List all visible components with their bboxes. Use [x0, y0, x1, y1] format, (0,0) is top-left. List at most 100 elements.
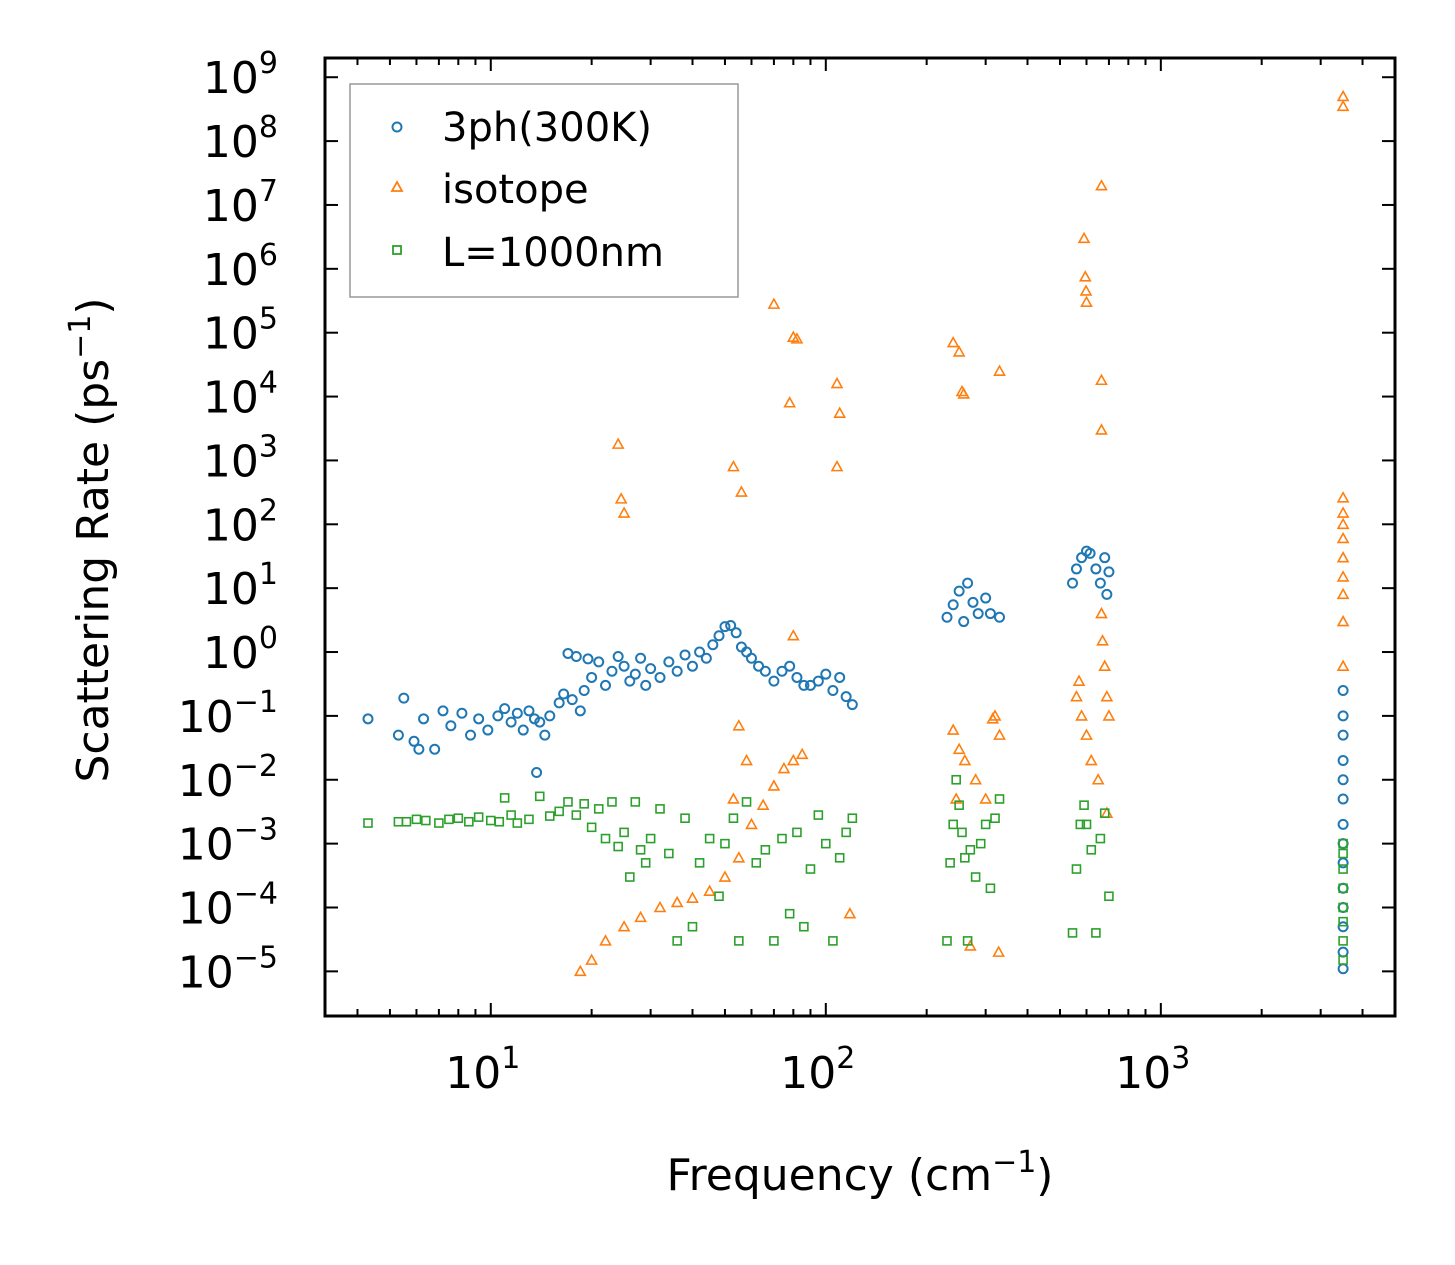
scatter-point-3ph	[473, 713, 485, 725]
y-tick-label-base: 10	[178, 947, 234, 998]
scatter-point-l1000nm	[1067, 928, 1078, 938]
scatter-point-l1000nm	[434, 818, 444, 828]
scatter-point-3ph	[574, 705, 586, 717]
scatter-point-isotope	[1095, 373, 1108, 386]
scatter-point-isotope	[767, 779, 781, 791]
scatter-point-l1000nm	[834, 852, 845, 863]
scatter-point-isotope	[1336, 570, 1350, 582]
y-axis-title-text: Scattering Rate	[68, 441, 119, 783]
scatter-point-3ph	[523, 705, 535, 717]
y-tick-label-base: 10	[178, 756, 234, 807]
scatter-point-3ph	[941, 611, 953, 623]
scatter-point-3ph	[827, 684, 839, 696]
y-tick-label-exponent: 9	[259, 46, 278, 81]
scatter-point-isotope	[653, 900, 667, 913]
y-tick-label-exponent: 3	[259, 429, 278, 464]
scatter-point-l1000nm	[841, 827, 851, 838]
y-tick-label: 107	[203, 174, 278, 232]
x-tick-label: 103	[1115, 1041, 1190, 1099]
scatter-point-l1000nm	[942, 936, 952, 946]
scatter-point-isotope	[1095, 423, 1108, 435]
scatter-point-l1000nm	[975, 838, 986, 849]
scatter-point-3ph	[505, 716, 517, 728]
y-axis-unit-close: )	[68, 297, 119, 314]
legend-label-isotope: isotope	[442, 167, 589, 213]
scatter-point-isotope	[1336, 659, 1350, 671]
y-tick-label-exponent: 1	[259, 557, 278, 592]
scatter-point-3ph	[753, 660, 765, 672]
scatter-point-3ph	[958, 616, 970, 628]
scatter-point-3ph	[1084, 547, 1096, 559]
scatter-point-l1000nm	[544, 811, 555, 821]
scatter-point-isotope	[957, 387, 971, 399]
scatter-point-3ph	[671, 665, 683, 677]
scatter-point-isotope	[969, 773, 982, 785]
x-tick-label-exponent: 2	[836, 1041, 855, 1076]
scatter-point-3ph	[582, 653, 594, 665]
scatter-point-3ph	[517, 724, 529, 736]
y-tick-label-exponent: −4	[234, 876, 278, 911]
scatter-point-3ph	[511, 707, 523, 719]
scatter-point-3ph	[776, 665, 788, 677]
scatter-point-l1000nm	[453, 813, 464, 824]
y-axis-title: Scattering Rate (ps−1)	[63, 297, 119, 782]
x-tick-label-exponent: 1	[501, 1041, 520, 1076]
scatter-point-isotope	[1080, 728, 1093, 740]
scatter-point-l1000nm	[613, 841, 623, 852]
scatter-point-3ph	[730, 627, 742, 639]
scatter-point-l1000nm	[945, 858, 955, 868]
scatter-point-isotope	[777, 761, 791, 774]
x-axis-unit: (cm	[908, 1150, 992, 1201]
x-tick-label: 101	[445, 1041, 520, 1099]
y-tick-label: 106	[203, 238, 278, 296]
y-tick-label-exponent: 7	[259, 174, 278, 209]
scatter-point-l1000nm	[593, 804, 604, 814]
scatter-point-l1000nm	[401, 816, 412, 827]
y-tick-label: 100	[203, 621, 278, 679]
scatter-point-3ph	[700, 652, 712, 664]
scatter-point-isotope	[833, 406, 847, 418]
scatter-point-3ph	[1067, 577, 1079, 589]
scatter-point-l1000nm	[985, 883, 996, 894]
scatter-point-3ph	[482, 724, 494, 736]
y-tick-label-base: 10	[203, 181, 259, 232]
y-tick-label-base: 10	[203, 436, 259, 487]
scatter-point-isotope	[1100, 690, 1114, 702]
scatter-point-3ph	[492, 710, 504, 722]
scatter-point-3ph	[679, 649, 691, 661]
y-tick-label-exponent: −3	[234, 813, 278, 848]
scatter-point-l1000nm	[962, 936, 973, 946]
scatter-point-l1000nm	[444, 814, 454, 825]
scatter-point-isotope	[611, 437, 625, 449]
scatter-point-l1000nm	[741, 797, 752, 807]
scatter-point-l1000nm	[720, 838, 730, 849]
scatter-point-3ph	[707, 639, 719, 651]
scatter-point-3ph	[618, 660, 630, 672]
y-tick-label-exponent: −2	[234, 749, 278, 784]
scatter-point-l1000nm	[645, 833, 656, 844]
scatter-point-l1000nm	[792, 827, 802, 838]
scatter-point-isotope	[830, 376, 844, 389]
scatter-point-l1000nm	[1338, 902, 1348, 913]
scatter-point-3ph	[1337, 729, 1349, 741]
scatter-point-isotope	[1080, 295, 1093, 308]
scatter-point-isotope	[1091, 773, 1105, 785]
scatter-point-isotope	[1095, 606, 1108, 619]
scatter-point-3ph	[408, 735, 420, 747]
scatter-point-isotope	[599, 934, 612, 946]
scatter-point-isotope	[617, 506, 631, 518]
scatter-point-l1000nm	[990, 813, 1000, 824]
scatter-point-l1000nm	[813, 810, 824, 820]
y-tick-label-exponent: 2	[259, 493, 278, 528]
scatter-point-l1000nm	[571, 810, 582, 820]
scatter-point-l1000nm	[619, 827, 629, 838]
scatter-point-isotope	[767, 297, 781, 309]
scatter-point-isotope	[946, 723, 960, 735]
scatter-point-isotope	[1098, 659, 1112, 671]
scatter-point-3ph	[1337, 921, 1349, 933]
axis-ticks: 101 102 10310−510−410−310−210−110010110210…	[178, 46, 1396, 1099]
scatter-point-isotope	[703, 884, 716, 896]
scatter-point-l1000nm	[704, 833, 715, 844]
scatter-point-isotope	[1102, 709, 1116, 721]
scatter-point-isotope	[745, 817, 758, 830]
